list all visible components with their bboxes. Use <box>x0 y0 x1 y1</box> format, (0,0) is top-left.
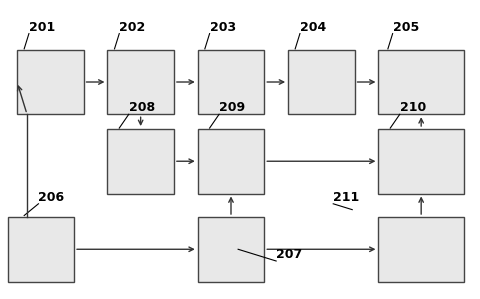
Text: 201: 201 <box>29 21 55 33</box>
FancyBboxPatch shape <box>17 50 84 114</box>
Text: 211: 211 <box>333 191 359 204</box>
FancyBboxPatch shape <box>8 217 74 282</box>
FancyBboxPatch shape <box>378 129 463 193</box>
Text: 205: 205 <box>392 21 418 33</box>
FancyBboxPatch shape <box>197 50 264 114</box>
Text: 206: 206 <box>38 191 64 204</box>
Text: 208: 208 <box>129 101 155 114</box>
Text: 209: 209 <box>219 101 245 114</box>
Text: 202: 202 <box>119 21 145 33</box>
Text: 203: 203 <box>209 21 235 33</box>
FancyBboxPatch shape <box>107 129 174 193</box>
FancyBboxPatch shape <box>288 50 354 114</box>
Text: 207: 207 <box>276 248 302 261</box>
Text: 204: 204 <box>300 21 325 33</box>
FancyBboxPatch shape <box>197 217 264 282</box>
Text: 210: 210 <box>399 101 425 114</box>
FancyBboxPatch shape <box>378 217 463 282</box>
FancyBboxPatch shape <box>378 50 463 114</box>
FancyBboxPatch shape <box>197 129 264 193</box>
FancyBboxPatch shape <box>107 50 174 114</box>
